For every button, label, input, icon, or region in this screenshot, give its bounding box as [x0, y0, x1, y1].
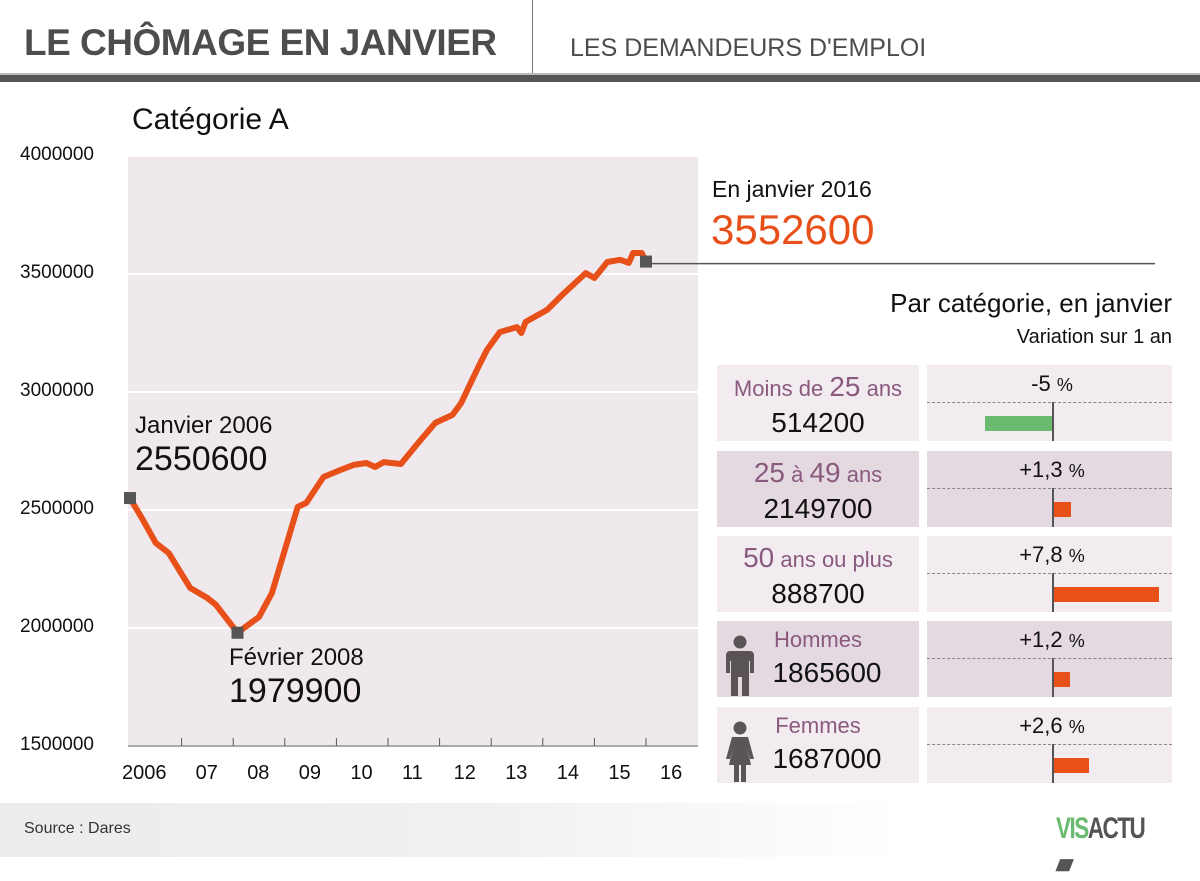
- category-name: 25 à 49 ans: [717, 457, 919, 489]
- change-unit: %: [1069, 461, 1085, 481]
- marker: [640, 256, 652, 268]
- category-title: Par catégorie, en janvier: [890, 288, 1172, 319]
- man-icon: [725, 635, 755, 702]
- x-tick-label: 10: [350, 762, 372, 785]
- change-unit: %: [1057, 375, 1073, 395]
- zero-axis: [1052, 573, 1054, 612]
- monthly-change-value: -0,8: [1040, 127, 1095, 163]
- yearly-change-value: +1,8: [1036, 212, 1099, 248]
- kpi-label: En janvier 2016: [712, 176, 872, 203]
- category-name-part: Hommes: [774, 627, 862, 652]
- change-value: +7,8: [1019, 542, 1062, 567]
- y-tick-label: 4000000: [20, 144, 130, 166]
- category-name: Moins de 25 ans: [717, 371, 919, 403]
- category-count: 2149700: [717, 493, 919, 525]
- category-change: +2,6 %: [927, 707, 1172, 783]
- x-tick-label: 14: [557, 762, 579, 785]
- dashed-guide: [927, 658, 1172, 659]
- category-row: 25 à 49 ans 2149700: [717, 451, 919, 527]
- kpi-value: 3552600: [711, 206, 875, 254]
- change-value: +2,6: [1019, 713, 1062, 738]
- footer: [0, 803, 1200, 857]
- annotation-value: 2550600: [135, 440, 272, 479]
- change-bar: [1054, 672, 1070, 687]
- monthly-change-unit: %: [1104, 135, 1125, 162]
- category-name-part: 50: [743, 542, 774, 573]
- x-tick-label: 2006: [122, 762, 167, 785]
- y-tick-label: 3000000: [20, 380, 130, 402]
- x-tick-label: 15: [608, 762, 630, 785]
- category-name-part: Femmes: [775, 713, 861, 738]
- change-bar: [1054, 758, 1089, 773]
- y-tick-label: 1500000: [20, 734, 130, 756]
- category-change: +1,3 %: [927, 451, 1172, 527]
- x-tick-label: 13: [505, 762, 527, 785]
- visactu-logo: VISACTU ▰: [1056, 812, 1164, 881]
- zero-axis: [1052, 488, 1054, 527]
- change-bar: [1054, 502, 1071, 517]
- y-tick-label: 2500000: [20, 498, 130, 520]
- category-count: 514200: [717, 407, 919, 439]
- yearly-change-label: Sur 1 an :: [994, 187, 1172, 210]
- dashed-guide: [927, 402, 1172, 403]
- y-tick-label: 2000000: [20, 616, 130, 638]
- annotation-value: 1979900: [229, 672, 364, 711]
- category-name-part: ans ou plus: [774, 547, 893, 572]
- yearly-change-unit: %: [1108, 220, 1129, 247]
- category-name-part: à: [785, 462, 809, 487]
- source-note: Source : Dares: [24, 820, 131, 838]
- x-tick-label: 08: [247, 762, 269, 785]
- category-change: +7,8 %: [927, 536, 1172, 612]
- change-value: +1,2: [1019, 627, 1062, 652]
- x-tick-label: 11: [402, 762, 423, 785]
- category-name-part: ans: [860, 376, 902, 401]
- change-value: -5: [1031, 371, 1051, 396]
- y-tick-label: 3500000: [20, 262, 130, 284]
- change-bar: [985, 416, 1052, 431]
- category-change: +1,2 %: [927, 621, 1172, 697]
- zero-axis: [1052, 402, 1054, 441]
- category-count: 888700: [717, 578, 919, 610]
- change-unit: %: [1069, 717, 1085, 737]
- category-row: 50 ans ou plus 888700: [717, 536, 919, 612]
- x-tick-label: 12: [454, 762, 476, 785]
- category-name-part: 49: [809, 457, 840, 488]
- monthly-change-label: Sur 1 mois :: [994, 102, 1172, 125]
- category-row: Moins de 25 ans 514200: [717, 365, 919, 441]
- x-tick-label: 16: [660, 762, 682, 785]
- monthly-change-box: Sur 1 mois : -0,8 %: [994, 92, 1172, 168]
- dashed-guide: [927, 573, 1172, 574]
- category-name: 50 ans ou plus: [717, 542, 919, 574]
- change-bar: [1054, 587, 1159, 602]
- zero-axis: [1052, 658, 1054, 697]
- category-name-part: 25: [754, 457, 785, 488]
- woman-icon: [725, 721, 755, 788]
- category-subtitle: Variation sur 1 an: [1017, 326, 1172, 349]
- annotation-label: Février 2008: [229, 644, 364, 672]
- category-change: -5 %: [927, 365, 1172, 441]
- category-name-part: Moins de: [734, 376, 829, 401]
- dashed-guide: [927, 744, 1172, 745]
- change-value: +1,3: [1019, 457, 1062, 482]
- change-unit: %: [1069, 631, 1085, 651]
- annotation-label: Janvier 2006: [135, 412, 272, 440]
- x-tick-label: 07: [196, 762, 218, 785]
- category-name-part: 25: [829, 371, 860, 402]
- change-unit: %: [1069, 546, 1085, 566]
- yearly-change-box: Sur 1 an : +1,8 %: [994, 177, 1172, 253]
- x-tick-label: 09: [299, 762, 321, 785]
- zero-axis: [1052, 744, 1054, 783]
- marker: [232, 627, 244, 639]
- category-name-part: ans: [841, 462, 883, 487]
- dashed-guide: [927, 488, 1172, 489]
